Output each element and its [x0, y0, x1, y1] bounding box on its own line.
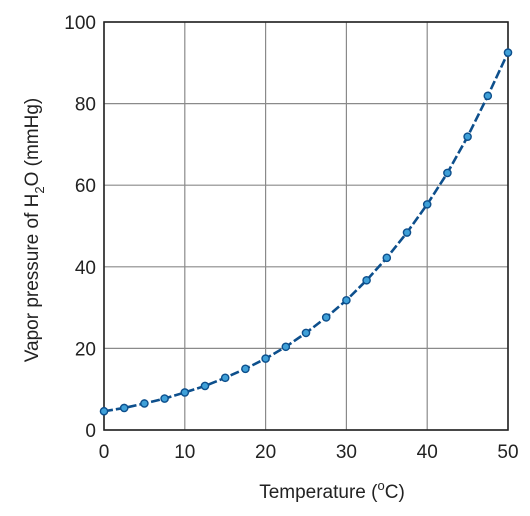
- tick-labels: 0 10 20 30 40 50 0 20 40 60 80 100: [64, 13, 518, 463]
- data-point: [220, 373, 230, 383]
- data-point: [422, 200, 432, 209]
- y-tick-label: 100: [64, 13, 96, 34]
- x-tick-label: 50: [497, 442, 518, 463]
- y-tick-label: 80: [75, 95, 96, 116]
- x-tick-label: 10: [174, 442, 195, 463]
- x-tick-label: 40: [417, 442, 438, 463]
- data-point: [140, 399, 149, 408]
- y-tick-label: 20: [75, 339, 96, 360]
- data-point: [443, 168, 452, 178]
- data-point: [342, 295, 351, 305]
- data-point: [301, 328, 311, 338]
- series-line: [103, 52, 510, 413]
- data-point: [119, 403, 129, 413]
- data-point: [503, 48, 513, 57]
- grid: [103, 21, 509, 431]
- data-point: [321, 313, 331, 322]
- data-point: [160, 394, 169, 403]
- data-point: [483, 91, 493, 101]
- data-point: [382, 253, 392, 263]
- x-tick-label: 20: [255, 442, 276, 463]
- data-point: [180, 388, 190, 397]
- y-axis-label: Vapor pressure of H2O (mmHg): [22, 98, 47, 363]
- data-point: [261, 354, 270, 363]
- plot-frame: [103, 21, 509, 431]
- x-axis-label: Temperature (oC): [259, 478, 405, 503]
- y-tick-label: 40: [75, 258, 96, 279]
- data-point: [281, 342, 291, 352]
- data-points: [99, 48, 513, 416]
- y-tick-label: 0: [85, 421, 96, 442]
- data-point: [99, 406, 109, 416]
- y-tick-label: 60: [75, 176, 96, 197]
- x-tick-label: 0: [99, 442, 110, 463]
- data-point: [200, 381, 210, 391]
- data-point: [362, 275, 371, 285]
- data-point: [402, 228, 412, 237]
- x-tick-label: 30: [336, 442, 357, 463]
- data-point: [463, 132, 472, 141]
- data-point: [241, 364, 250, 374]
